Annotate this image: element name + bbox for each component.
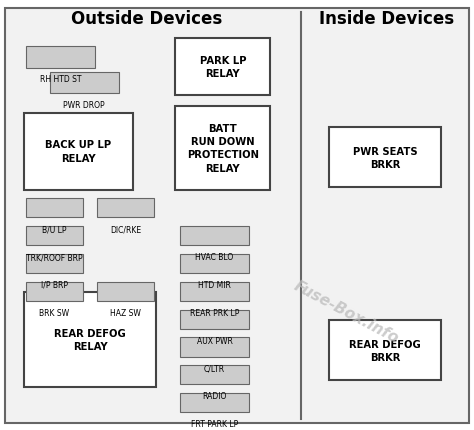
FancyBboxPatch shape <box>180 393 249 412</box>
Text: REAR DEFOG
BRKR: REAR DEFOG BRKR <box>349 339 421 362</box>
FancyBboxPatch shape <box>329 128 441 188</box>
FancyBboxPatch shape <box>175 38 270 96</box>
Text: Outside Devices: Outside Devices <box>71 10 223 28</box>
FancyBboxPatch shape <box>26 254 83 273</box>
Text: HAZ SW: HAZ SW <box>110 308 141 317</box>
Text: HTD MIR: HTD MIR <box>198 280 231 289</box>
Text: BRK SW: BRK SW <box>39 308 70 317</box>
Text: PARK LP
RELAY: PARK LP RELAY <box>200 56 246 79</box>
FancyBboxPatch shape <box>180 310 249 329</box>
Text: AUX PWR: AUX PWR <box>197 336 232 345</box>
FancyBboxPatch shape <box>97 282 154 301</box>
Text: RADIO: RADIO <box>202 391 227 400</box>
Text: C/LTR: C/LTR <box>204 364 225 373</box>
Text: PWR SEATS
BRKR: PWR SEATS BRKR <box>353 147 418 170</box>
Text: RH HTD ST: RH HTD ST <box>40 75 81 84</box>
Text: I/P BRP: I/P BRP <box>41 280 68 289</box>
FancyBboxPatch shape <box>329 320 441 380</box>
Text: B/U LP: B/U LP <box>42 225 67 234</box>
FancyBboxPatch shape <box>180 227 249 246</box>
FancyBboxPatch shape <box>26 47 95 68</box>
Text: FRT PARK LP: FRT PARK LP <box>191 419 238 428</box>
Text: PWR DROP: PWR DROP <box>64 101 105 110</box>
Text: REAR DEFOG
RELAY: REAR DEFOG RELAY <box>54 328 126 351</box>
FancyBboxPatch shape <box>5 9 469 423</box>
Text: REAR PRK LP: REAR PRK LP <box>190 308 239 317</box>
Text: Inside Devices: Inside Devices <box>319 10 454 28</box>
Text: DIC/RKE: DIC/RKE <box>110 225 141 234</box>
FancyBboxPatch shape <box>24 113 133 190</box>
FancyBboxPatch shape <box>180 338 249 357</box>
Text: Fuse-Box.info: Fuse-Box.info <box>291 278 401 346</box>
Text: BATT
RUN DOWN
PROTECTION
RELAY: BATT RUN DOWN PROTECTION RELAY <box>187 124 259 173</box>
Text: BACK UP LP
RELAY: BACK UP LP RELAY <box>45 140 111 163</box>
FancyBboxPatch shape <box>97 199 154 218</box>
Text: HVAC BLO: HVAC BLO <box>195 252 234 261</box>
Text: TRK/ROOF BRP: TRK/ROOF BRP <box>26 252 83 261</box>
FancyBboxPatch shape <box>50 73 118 94</box>
FancyBboxPatch shape <box>26 227 83 246</box>
FancyBboxPatch shape <box>180 254 249 273</box>
FancyBboxPatch shape <box>26 199 83 218</box>
FancyBboxPatch shape <box>175 107 270 190</box>
FancyBboxPatch shape <box>24 293 156 387</box>
FancyBboxPatch shape <box>180 366 249 384</box>
FancyBboxPatch shape <box>180 282 249 301</box>
FancyBboxPatch shape <box>26 282 83 301</box>
